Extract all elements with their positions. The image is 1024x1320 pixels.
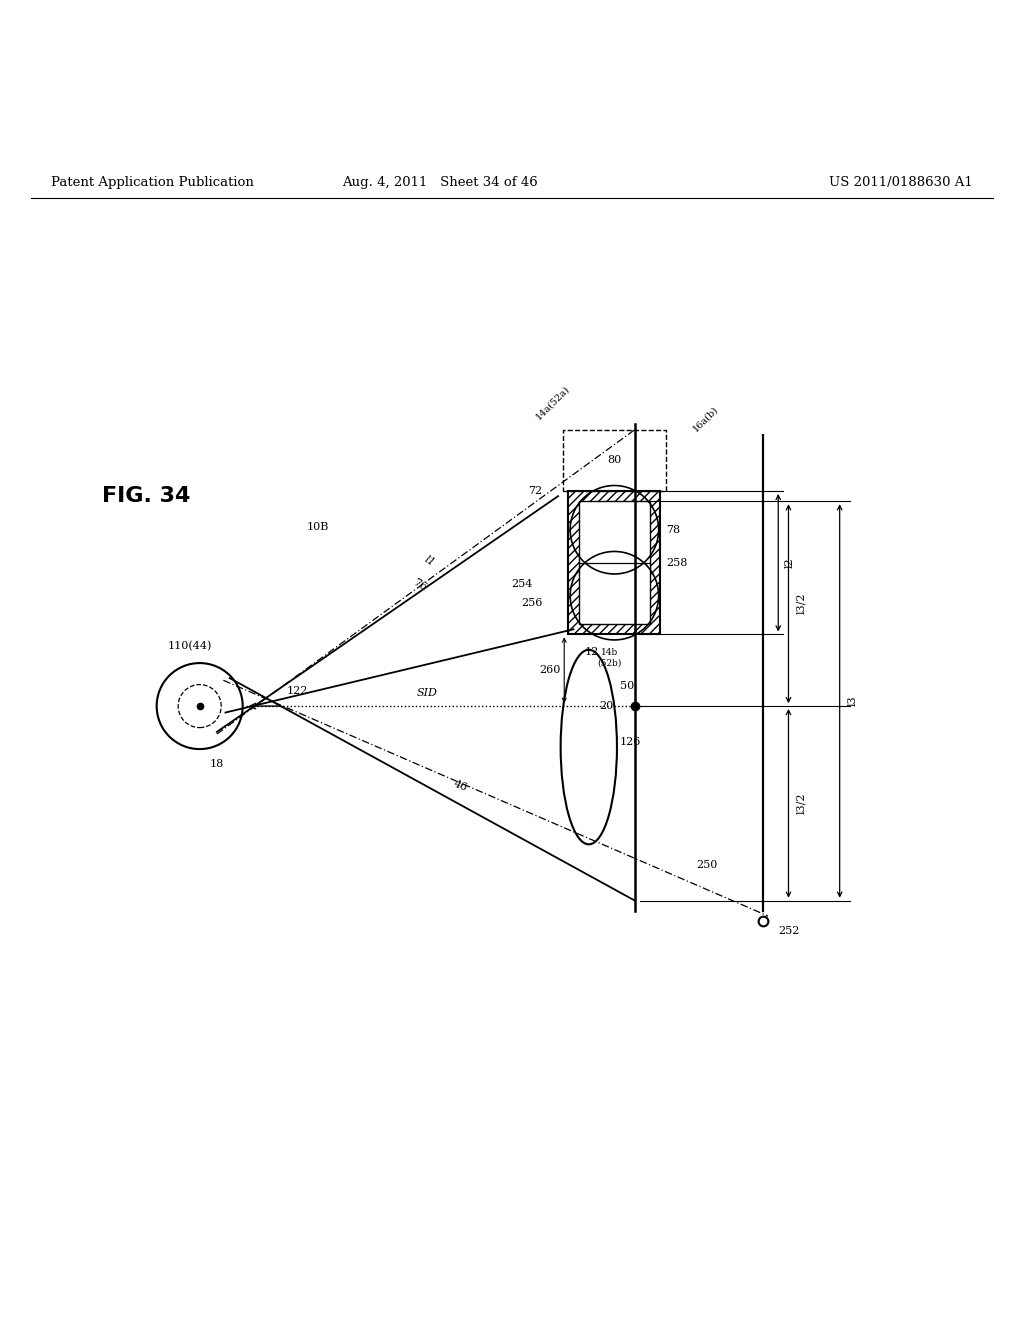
Text: 256: 256 [521,598,543,609]
Text: 250: 250 [696,859,717,870]
Text: 46: 46 [453,779,469,793]
Bar [579,502,650,624]
Text: l3/2: l3/2 [797,593,807,614]
Text: 14b
(52b): 14b (52b) [598,648,622,667]
Text: 80: 80 [607,455,622,466]
Text: 78: 78 [667,525,681,535]
Text: 258: 258 [667,558,688,568]
Text: 50: 50 [620,681,634,690]
Text: Patent Application Publication: Patent Application Publication [51,177,254,189]
Text: 20: 20 [599,701,613,711]
Text: FIG. 34: FIG. 34 [102,486,190,506]
Text: 122: 122 [287,686,308,696]
Text: 18: 18 [210,759,224,770]
Text: 260: 260 [539,665,560,676]
Text: 254: 254 [511,579,532,589]
Text: SID: SID [417,688,438,698]
Text: 76: 76 [412,578,428,594]
Bar [579,502,650,624]
Text: US 2011/0188630 A1: US 2011/0188630 A1 [829,177,973,189]
Bar [568,491,660,635]
Text: l3: l3 [848,696,858,706]
Text: l1: l1 [423,554,437,568]
Text: 126: 126 [620,737,641,747]
Text: 14a(52a): 14a(52a) [535,384,571,421]
Text: l2: l2 [784,557,795,568]
Text: l3/2: l3/2 [797,792,807,814]
Bar [563,429,666,491]
Text: Aug. 4, 2011   Sheet 34 of 46: Aug. 4, 2011 Sheet 34 of 46 [342,177,539,189]
Text: 252: 252 [778,927,800,936]
Text: 16a(b): 16a(b) [691,404,720,433]
Text: 10B: 10B [306,521,329,532]
Text: 110(44): 110(44) [167,640,212,651]
Text: 72: 72 [528,486,543,496]
Text: 12: 12 [585,647,598,657]
